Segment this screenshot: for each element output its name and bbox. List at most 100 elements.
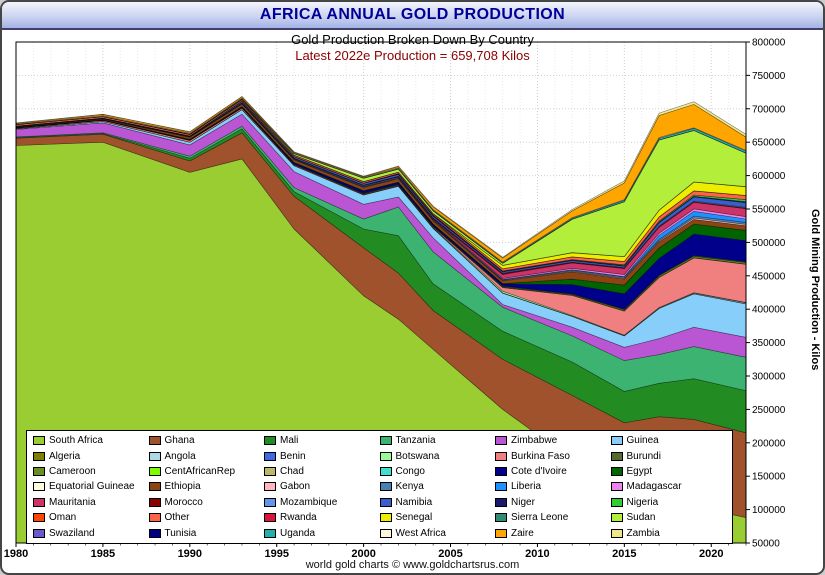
legend-swatch — [148, 467, 161, 477]
legend-swatch — [264, 467, 276, 477]
legend-label: Equatorial Guineae — [49, 481, 135, 493]
legend-item: Algeria — [33, 450, 149, 463]
legend-swatch — [379, 497, 392, 507]
legend-swatch — [264, 497, 276, 507]
chart-subtitle: Gold Production Broken Down By Country — [291, 32, 534, 47]
legend-swatch — [379, 528, 392, 538]
legend-swatch — [148, 482, 161, 492]
legend-label: Sudan — [626, 512, 656, 524]
y-axis-label: 100000 — [752, 505, 786, 516]
legend-item: Chad — [264, 465, 380, 478]
legend-label: Rwanda — [280, 512, 317, 524]
legend-item: Cote d'Ivoire — [495, 465, 611, 478]
legend-swatch — [610, 528, 623, 538]
legend-label: Senegal — [395, 512, 433, 524]
x-axis-label: 1995 — [264, 548, 288, 560]
legend-swatch — [148, 451, 161, 461]
legend-swatch — [33, 528, 45, 538]
legend-item: Zimbabwe — [495, 434, 611, 447]
legend-label: Sierra Leone — [511, 512, 569, 524]
legend-swatch — [495, 436, 507, 446]
legend-item: Benin — [264, 450, 380, 463]
legend-item: Guinea — [610, 434, 727, 447]
legend-swatch — [264, 513, 276, 523]
legend-item: Uganda — [264, 527, 380, 540]
legend-item: Cameroon — [33, 465, 149, 478]
legend-swatch — [264, 436, 276, 446]
legend-label: Oman — [49, 512, 77, 524]
y-axis-label: 150000 — [752, 472, 786, 483]
legend-item: Congo — [379, 465, 496, 478]
legend-item: Liberia — [495, 480, 611, 493]
legend-label: Tanzania — [395, 435, 436, 447]
legend-label: Madagascar — [626, 481, 682, 493]
legend-label: Mauritania — [49, 496, 96, 508]
legend-label: Zaire — [511, 527, 534, 539]
series-band — [16, 96, 746, 259]
legend-label: CentAfricanRep — [164, 466, 236, 478]
legend-item: Mozambique — [264, 496, 380, 509]
legend-swatch — [379, 451, 392, 461]
x-axis-label: 2020 — [699, 548, 723, 560]
legend-swatch — [264, 528, 276, 538]
legend-swatch — [610, 513, 623, 523]
legend-label: Nigeria — [626, 496, 659, 508]
legend-item: Senegal — [379, 511, 496, 524]
y-axis-label: 300000 — [752, 372, 786, 383]
legend-item: Madagascar — [610, 480, 727, 493]
legend-label: Chad — [280, 466, 304, 478]
legend-label: Tunisia — [164, 527, 197, 539]
legend-label: Congo — [395, 466, 425, 478]
legend-item: Sudan — [610, 511, 727, 524]
legend-swatch — [148, 528, 161, 538]
y-axis-label: 200000 — [752, 438, 786, 449]
legend-item: Swaziland — [33, 527, 149, 540]
chart-production-note: Latest 2022e Production = 659,708 Kilos — [295, 48, 530, 63]
x-axis-label: 2010 — [525, 548, 549, 560]
legend-item: Kenya — [379, 480, 496, 493]
y-axis-label: 650000 — [752, 138, 786, 149]
legend-item: Burkina Faso — [495, 450, 611, 463]
legend-item: Botswana — [379, 450, 496, 463]
legend-item: Other — [148, 511, 265, 524]
y-axis-label: 500000 — [752, 238, 786, 249]
legend-swatch — [379, 436, 392, 446]
legend-swatch — [148, 436, 161, 446]
legend-item: Gabon — [264, 480, 380, 493]
legend-label: Morocco — [164, 496, 203, 508]
legend-item: Nigeria — [610, 496, 727, 509]
legend-swatch — [379, 467, 392, 477]
legend-swatch — [33, 436, 45, 446]
legend-swatch — [379, 513, 392, 523]
legend-label: Uganda — [280, 527, 316, 539]
legend-item: Equatorial Guineae — [33, 480, 149, 493]
legend-swatch — [610, 451, 623, 461]
legend-swatch — [495, 482, 507, 492]
legend-swatch — [379, 482, 392, 492]
legend-swatch — [33, 513, 45, 523]
legend-label: Kenya — [395, 481, 424, 493]
legend-label: Botswana — [395, 450, 440, 462]
legend-swatch — [610, 482, 623, 492]
legend-swatch — [264, 482, 276, 492]
legend-label: Swaziland — [49, 527, 95, 539]
y-axis-label: 50000 — [752, 539, 780, 550]
legend-swatch — [33, 497, 45, 507]
legend-label: Ethiopia — [164, 481, 201, 493]
y-axis-label: 800000 — [752, 38, 786, 49]
y-axis-label: 350000 — [752, 338, 786, 349]
y-axis-label: 600000 — [752, 171, 786, 182]
legend-swatch — [495, 451, 507, 461]
legend-item: Angola — [148, 450, 265, 463]
legend-item: Morocco — [148, 496, 265, 509]
legend-item: Niger — [495, 496, 611, 509]
legend-label: Niger — [511, 496, 535, 508]
legend-item: Rwanda — [264, 511, 380, 524]
legend-label: Angola — [164, 450, 196, 462]
legend-swatch — [610, 497, 623, 507]
legend-swatch — [264, 451, 276, 461]
legend-item: CentAfricanRep — [148, 465, 265, 478]
x-axis-label: 2015 — [612, 548, 636, 560]
legend-item: Ethiopia — [148, 480, 265, 493]
